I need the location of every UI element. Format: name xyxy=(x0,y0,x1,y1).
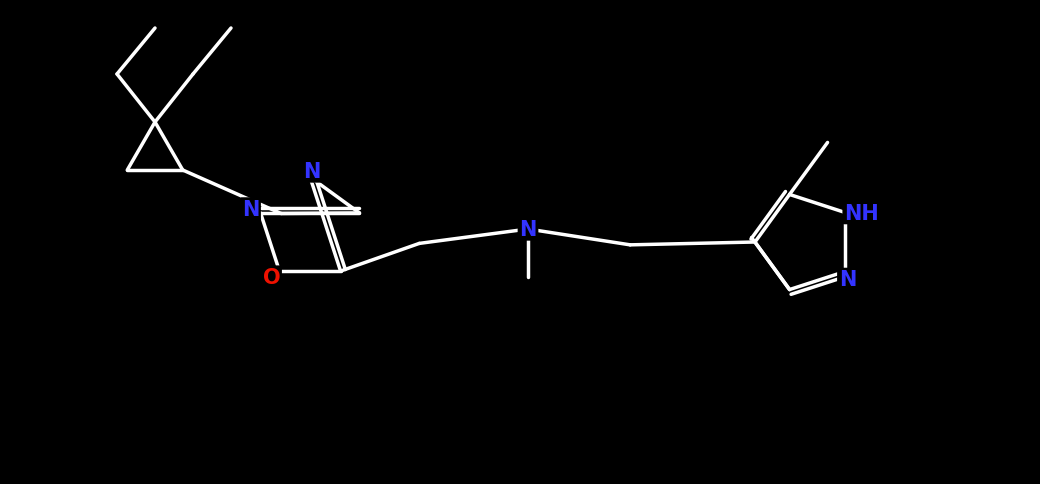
Text: O: O xyxy=(263,268,280,287)
Text: N: N xyxy=(242,199,259,219)
Text: N: N xyxy=(839,270,856,290)
Text: N: N xyxy=(304,162,320,182)
Text: NH: NH xyxy=(844,203,879,223)
Text: N: N xyxy=(519,220,537,240)
